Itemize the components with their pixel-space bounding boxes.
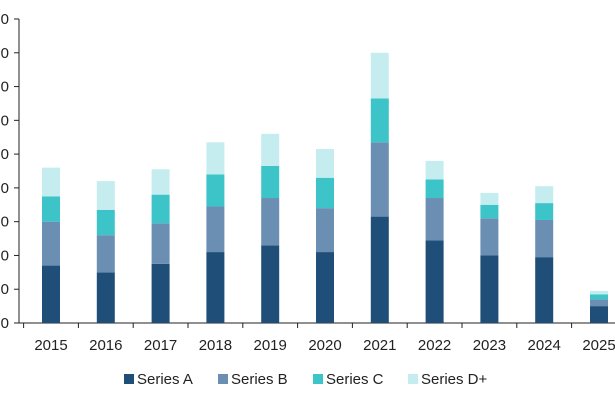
x-tick-label: 2019 [254, 337, 287, 354]
bar-segment-series-c-2025 [590, 294, 608, 300]
bar-segment-series-b-2025 [590, 299, 608, 307]
x-tick-label: 2015 [34, 337, 67, 354]
bar-segment-series-b-2018 [206, 206, 225, 253]
x-tick-label: 2022 [418, 337, 451, 354]
legend-swatch-series-c [313, 374, 323, 384]
legend-swatch-series-d- [408, 374, 418, 384]
x-tick-label: 2016 [89, 337, 122, 354]
bar-segment-series-d--2023 [480, 192, 499, 205]
bar-segment-series-b-2022 [425, 198, 444, 241]
bar-segment-series-c-2022 [425, 179, 444, 199]
bar-segment-series-a-2015 [42, 265, 60, 323]
legend: Series A Series B Series C Series D+ [124, 371, 488, 388]
legend-swatch-series-a [124, 374, 134, 384]
bar-segment-series-c-2018 [206, 174, 225, 207]
bar-segment-series-a-2018 [206, 252, 225, 323]
bar-segment-series-b-2020 [316, 208, 334, 253]
bars [42, 52, 608, 323]
bar-segment-series-a-2023 [480, 255, 499, 323]
bar-segment-series-d--2015 [42, 167, 60, 197]
bar-segment-series-c-2024 [535, 203, 554, 220]
x-tick-label: 2018 [199, 337, 232, 354]
bar-segment-series-d--2018 [206, 142, 225, 175]
bar-segment-series-c-2019 [261, 165, 280, 199]
x-tick-label: 2017 [144, 337, 177, 354]
bar-segment-series-c-2020 [316, 177, 334, 209]
bar-segment-series-d--2022 [425, 160, 444, 180]
bar-segment-series-a-2022 [425, 240, 444, 323]
bar-segment-series-c-2023 [480, 204, 499, 219]
bar-segment-series-b-2019 [261, 198, 280, 246]
bar-segment-series-b-2015 [42, 221, 60, 266]
legend-label: Series D+ [421, 371, 488, 388]
y-tick-label: 0 [1, 79, 9, 96]
x-tick-label: 2025 [582, 337, 615, 354]
y-tick-label: 0 [1, 315, 9, 332]
bar-segment-series-c-2017 [151, 194, 170, 224]
bar-segment-series-d--2017 [151, 169, 170, 195]
legend-label: Series C [326, 371, 384, 388]
bar-segment-series-a-2020 [316, 252, 334, 323]
bar-segment-series-d--2020 [316, 149, 334, 178]
x-tick-label: 2023 [473, 337, 506, 354]
bar-segment-series-c-2016 [96, 209, 115, 236]
legend-label: Series B [231, 371, 288, 388]
y-tick-label: 0 [1, 45, 9, 62]
bar-segment-series-b-2024 [535, 219, 554, 258]
y-axis-ticks: 0 0 0 0 0 0 0 0 0 0 [1, 11, 19, 332]
legend-label: Series A [137, 371, 193, 388]
bar-segment-series-a-2024 [535, 257, 554, 323]
y-tick-label: 0 [1, 281, 9, 298]
bar-segment-series-b-2016 [96, 235, 115, 273]
bar-segment-series-c-2015 [42, 196, 60, 222]
bar-segment-series-d--2025 [590, 290, 608, 295]
x-tick-label: 2024 [528, 337, 561, 354]
bar-segment-series-b-2023 [480, 218, 499, 256]
bar-segment-series-d--2024 [535, 186, 554, 204]
bar-segment-series-a-2021 [370, 216, 389, 323]
bar-segment-series-b-2017 [151, 223, 170, 264]
y-tick-label: 0 [1, 11, 9, 28]
bar-segment-series-d--2021 [370, 52, 389, 99]
bar-segment-series-b-2021 [370, 142, 389, 217]
x-tick-label: 2021 [363, 337, 396, 354]
bar-segment-series-a-2019 [261, 245, 280, 323]
y-tick-label: 0 [1, 247, 9, 264]
bar-segment-series-a-2025 [590, 306, 608, 323]
y-tick-label: 0 [1, 112, 9, 129]
y-tick-label: 0 [1, 214, 9, 231]
bar-segment-series-d--2016 [96, 181, 115, 210]
y-tick-label: 0 [1, 146, 9, 163]
bar-segment-series-c-2021 [370, 98, 389, 143]
x-axis-ticks: 2015 2016 2017 2018 2019 2020 2021 2022 2023 2024… [23, 323, 615, 354]
bar-segment-series-a-2017 [151, 263, 170, 323]
bar-segment-series-d--2019 [261, 133, 280, 166]
y-tick-label: 0 [1, 180, 9, 197]
legend-swatch-series-b [218, 374, 228, 384]
bar-segment-series-a-2016 [96, 272, 115, 323]
x-tick-label: 2020 [308, 337, 341, 354]
